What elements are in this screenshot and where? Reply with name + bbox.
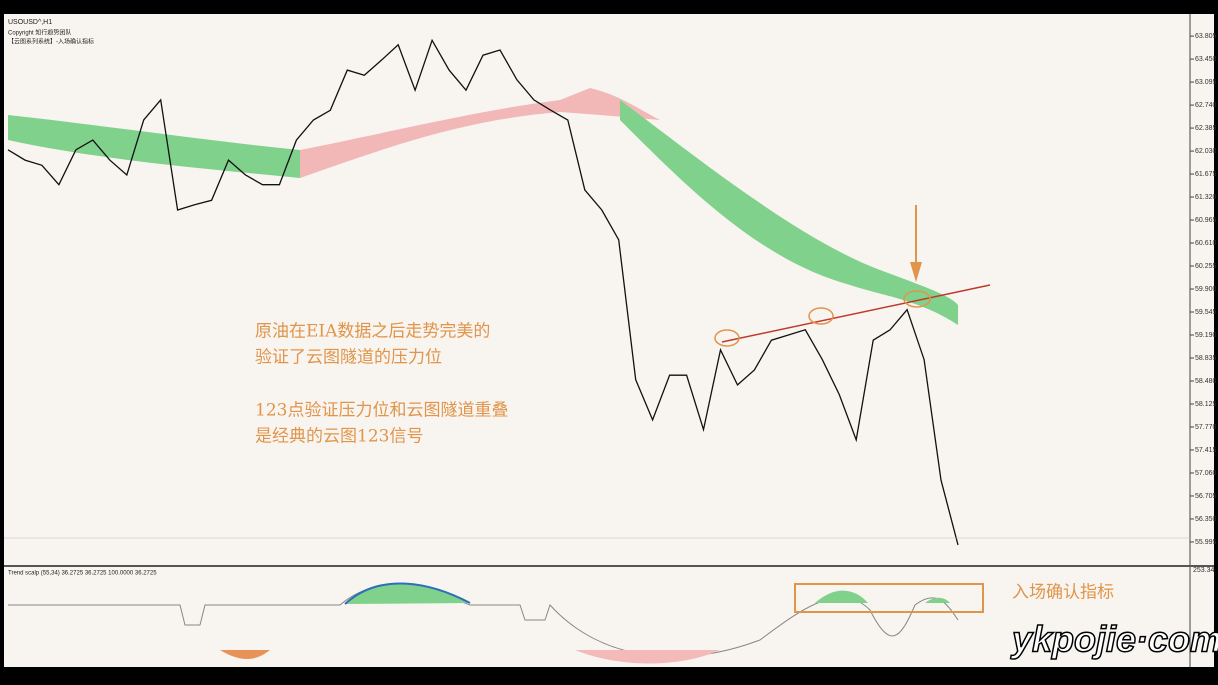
system: 【云图系列系统】-入场确认指标: [8, 38, 94, 46]
copyright: Copyright 知行趋势团队: [8, 29, 71, 37]
annotation: 123点验证压力位和云图隧道重叠: [255, 401, 508, 421]
y-tick-label: 58.480: [1195, 378, 1217, 385]
y-tick-label: 61.675: [1195, 171, 1217, 178]
point-2: [808, 307, 834, 325]
indicator-down: [575, 650, 720, 664]
indicator-up: [345, 583, 470, 604]
y-tick-label: 58.835: [1195, 355, 1217, 362]
y-tick-label: 60.965: [1195, 217, 1217, 224]
y-tick-label: 55.995: [1195, 539, 1217, 546]
y-tick-label: 61.320: [1195, 194, 1217, 201]
trend-line: [721, 284, 991, 343]
symbol: USOUSD^,H1: [8, 19, 52, 26]
y-tick-label: 60.610: [1195, 240, 1217, 247]
arrow-head: [910, 262, 922, 282]
y-tick-label: 58.125: [1195, 401, 1217, 408]
y-tick-label: 59.545: [1195, 309, 1217, 316]
indicator-up-2: [815, 590, 868, 603]
indicator-down-2: [220, 650, 270, 659]
price-line: [7, 38, 959, 546]
indicator-up-edge: [344, 582, 471, 605]
chart-window: [4, 14, 1214, 667]
annotation: 验证了云图隧道的压力位: [255, 348, 442, 368]
cloud-green-2: [620, 100, 958, 325]
annotation: 是经典的云图123信号: [255, 427, 423, 447]
indicator-axis-label: 253.34: [1193, 567, 1215, 574]
y-tick-label: 56.705: [1195, 493, 1217, 500]
annotation: 原油在EIA数据之后走势完美的: [255, 322, 490, 342]
box-label: 入场确认指标: [1012, 583, 1114, 603]
y-tick-label: 57.770: [1195, 424, 1217, 431]
point-1: [714, 329, 740, 347]
y-tick-label: 59.900: [1195, 286, 1217, 293]
cloud-pink: [300, 88, 660, 178]
y-tick-label: 63.095: [1195, 79, 1217, 86]
y-tick-label: 57.415: [1195, 447, 1217, 454]
watermark: ykpojie·com: [1010, 619, 1218, 660]
y-tick-label: 62.030: [1195, 148, 1217, 155]
point-3: [903, 290, 931, 308]
y-tick-label: 56.350: [1195, 516, 1217, 523]
y-tick-label: 62.740: [1195, 102, 1217, 109]
y-tick-label: 62.385: [1195, 125, 1217, 132]
y-tick-label: 63.805: [1195, 33, 1217, 40]
indicator-up-3: [925, 597, 950, 603]
y-tick-label: 59.190: [1195, 332, 1217, 339]
confirm-box: [794, 583, 984, 613]
y-tick-label: 63.450: [1195, 56, 1217, 63]
y-tick-label: 60.255: [1195, 263, 1217, 270]
y-tick-label: 57.060: [1195, 470, 1217, 477]
indicator-label: Trend scalp (55,34) 36.2725 36.2725 100.…: [8, 571, 157, 577]
